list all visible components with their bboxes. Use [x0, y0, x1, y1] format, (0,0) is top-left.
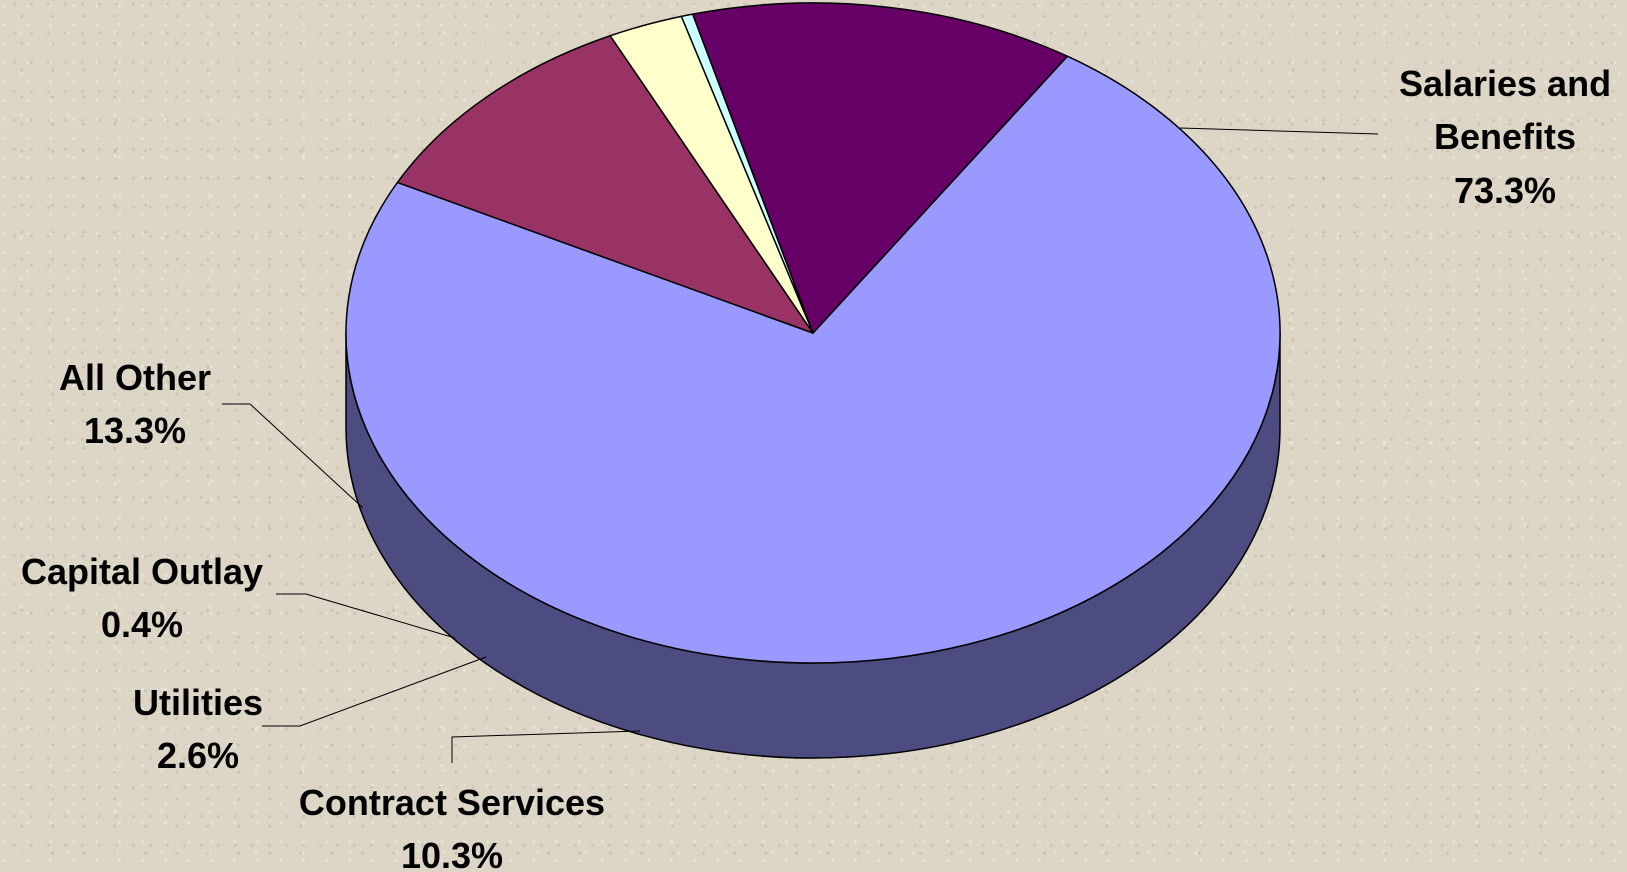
leader-line-salaries-and-benefits [1179, 127, 1379, 135]
slice-name-label-salaries-and-benefits: Salaries and [1399, 63, 1611, 104]
slice-value-label-capital-outlay: 0.4% [101, 604, 183, 645]
slice-name-label-utilities: Utilities [133, 682, 263, 723]
slice-value-label-utilities: 2.6% [157, 735, 239, 776]
slice-name-label-salaries-and-benefits: Benefits [1434, 116, 1576, 157]
slice-name-label-contract-services: Contract Services [299, 782, 605, 823]
leader-line-contract-services [451, 730, 641, 763]
slice-value-label-contract-services: 10.3% [401, 835, 503, 872]
slice-contract-services [396, 34, 814, 334]
slice-value-label-all-other: 13.3% [84, 410, 186, 451]
slice-salaries-and-benefits [345, 55, 1281, 664]
leader-line-utilities [262, 656, 487, 727]
slice-labels: Salaries and Benefits 73.3% Contract Servic… [21, 63, 1611, 872]
slice-value-label-salaries-and-benefits: 73.3% [1454, 170, 1556, 211]
leader-lines [222, 127, 1379, 763]
pie-top-faces [345, 2, 1281, 664]
slice-all-other [691, 2, 1069, 334]
leader-line-all-other [222, 403, 364, 509]
leader-line-capital-outlay [276, 593, 456, 639]
slice-name-label-capital-outlay: Capital Outlay [21, 551, 263, 592]
slice-name-label-all-other: All Other [59, 357, 211, 398]
